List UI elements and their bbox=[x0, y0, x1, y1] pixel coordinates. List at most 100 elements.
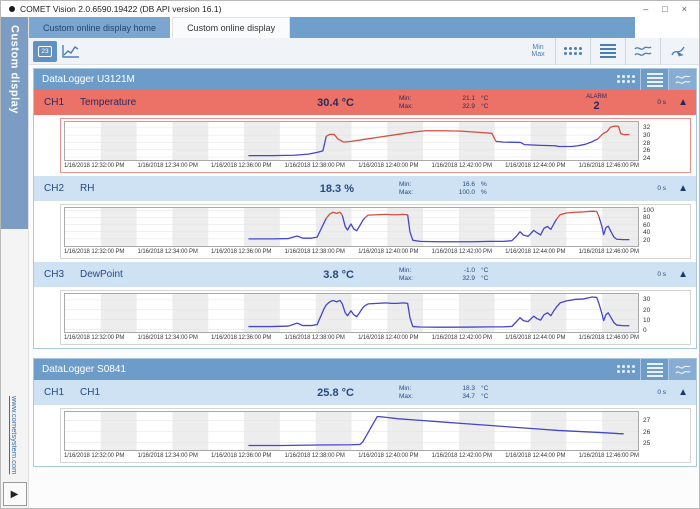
x-tick-label: 1/16/2018 12:34:00 PM bbox=[137, 249, 198, 255]
min-max-values: Min: 21.1 °C Max: 32.9 °C bbox=[399, 94, 489, 110]
y-tick-label: 100 bbox=[643, 206, 654, 214]
temperature-chart[interactable] bbox=[64, 121, 639, 161]
logger-charts-view-button[interactable] bbox=[669, 359, 696, 380]
x-tick-label: 1/16/2018 12:44:00 PM bbox=[505, 453, 566, 459]
numeric-display-icon: 23 bbox=[38, 45, 52, 57]
dewpoint-chart[interactable] bbox=[64, 293, 639, 333]
y-axis-labels: 20 40 60 80 100 bbox=[639, 207, 687, 247]
list-view-icon bbox=[600, 42, 616, 60]
charts-view-button[interactable] bbox=[626, 38, 660, 65]
sample-age: 0 s bbox=[657, 99, 666, 106]
close-button[interactable]: × bbox=[681, 4, 687, 14]
x-tick-label: 1/16/2018 12:44:00 PM bbox=[505, 249, 566, 255]
x-tick-label: 1/16/2018 12:38:00 PM bbox=[284, 249, 345, 255]
y-tick-label: 10 bbox=[643, 317, 651, 324]
x-tick-label: 1/16/2018 12:32:00 PM bbox=[64, 453, 125, 459]
x-tick-label: 1/16/2018 12:40:00 PM bbox=[358, 453, 419, 459]
logger-list-view-button[interactable] bbox=[641, 359, 668, 380]
tab-custom-online-display[interactable]: Custom online display bbox=[172, 17, 291, 38]
waves-icon bbox=[674, 365, 691, 374]
min-max-values: Min: 18.3 °C Max: 34.7 °C bbox=[399, 384, 489, 400]
title-bar: COMET Vision 2.0.6590.19422 (DB API vers… bbox=[1, 1, 699, 17]
logger-tile-view-button[interactable] bbox=[613, 69, 640, 90]
y-axis-labels: 25 26 27 bbox=[639, 411, 687, 451]
y-axis-labels: 24 26 28 30 32 bbox=[639, 121, 687, 162]
x-tick-label: 1/16/2018 12:38:00 PM bbox=[284, 163, 345, 169]
collapse-chart-arrow[interactable]: ▲ bbox=[678, 97, 688, 108]
y-tick-label: 30 bbox=[643, 296, 651, 304]
x-tick-label: 1/16/2018 12:38:00 PM bbox=[284, 335, 345, 341]
window-title: COMET Vision 2.0.6590.19422 (DB API vers… bbox=[20, 4, 222, 14]
y-tick-label: 60 bbox=[643, 221, 651, 229]
collapse-chart-arrow[interactable]: ▲ bbox=[678, 387, 688, 398]
min-max-values: Min: -1.0 °C Max: 32.9 °C bbox=[399, 266, 489, 282]
y-tick-label: 80 bbox=[643, 214, 651, 222]
graph-cursor-button[interactable] bbox=[661, 38, 695, 65]
maximize-button[interactable]: □ bbox=[662, 4, 668, 14]
datalogger-header: DataLogger S0841 bbox=[34, 359, 696, 380]
logger-list-view-button[interactable] bbox=[641, 69, 668, 90]
collapse-chart-arrow[interactable]: ▲ bbox=[678, 183, 688, 194]
sample-age: 0 s bbox=[657, 185, 666, 192]
channel-row-s0841-ch1[interactable]: CH1 CH1 25.8 °C Min: 18.3 °C Max: 34.7 °C 0 … bbox=[34, 380, 696, 405]
toolbar: 23 Min Max bbox=[29, 37, 699, 65]
cometsystem-link[interactable]: www.cometsystem.com bbox=[10, 395, 19, 474]
list-view-icon bbox=[646, 71, 663, 89]
x-tick-label: 1/16/2018 12:46:00 PM bbox=[578, 249, 639, 255]
datalogger-panel-u3121m: DataLogger U3121M bbox=[33, 68, 697, 349]
x-tick-label: 1/16/2018 12:44:00 PM bbox=[505, 163, 566, 169]
y-axis-labels: 0 10 20 30 bbox=[639, 293, 687, 335]
y-tick-label: 32 bbox=[643, 124, 651, 132]
datalogger-title: DataLogger S0841 bbox=[42, 364, 126, 375]
x-tick-label: 1/16/2018 12:44:00 PM bbox=[505, 335, 566, 341]
channel-row-ch1-temperature[interactable]: CH1 Temperature 30.4 °C Min: 21.1 °C Max: 3… bbox=[34, 90, 696, 115]
x-tick-label: 1/16/2018 12:46:00 PM bbox=[578, 453, 639, 459]
alarm-indicator: ALARM 2 bbox=[586, 94, 607, 112]
numeric-view-button[interactable]: 23 bbox=[33, 40, 57, 62]
datalogger-title: DataLogger U3121M bbox=[42, 74, 135, 85]
waves-icon bbox=[634, 45, 652, 56]
channel-id: CH2 bbox=[44, 183, 65, 194]
channel-chart-s0841-ch1: 25 26 27 1/16/2018 12:32:00 PM 1/16/2018 12… bbox=[60, 408, 691, 463]
x-tick-label: 1/16/2018 12:46:00 PM bbox=[578, 335, 639, 341]
channel-value: 18.3 % bbox=[319, 182, 354, 195]
sidebar-section-custom-display[interactable]: Custom display bbox=[1, 17, 28, 229]
logger-charts-view-button[interactable] bbox=[669, 69, 696, 90]
tab-bar: Custom online display home Custom online… bbox=[29, 17, 699, 38]
datalogger-header: DataLogger U3121M bbox=[34, 69, 696, 90]
y-tick-label: 26 bbox=[643, 428, 651, 436]
x-tick-label: 1/16/2018 12:42:00 PM bbox=[431, 453, 492, 459]
channel-chart-ch1: 24 26 28 30 32 1/16/2018 12:32:00 PM 1/16/201… bbox=[60, 118, 691, 173]
x-axis-labels: 1/16/2018 12:32:00 PM 1/16/2018 12:34:00 … bbox=[64, 161, 639, 171]
s0841-ch1-chart[interactable] bbox=[64, 411, 639, 451]
graph-view-button[interactable] bbox=[57, 41, 85, 62]
tab-custom-online-display-home[interactable]: Custom online display home bbox=[29, 17, 171, 38]
channel-chart-ch3: 0 10 20 30 1/16/2018 12:32:00 PM 1/16/2018 1… bbox=[60, 290, 691, 345]
list-view-button[interactable] bbox=[591, 38, 625, 65]
channel-name: Temperature bbox=[80, 97, 137, 108]
channel-row-ch3-dewpoint[interactable]: CH3 DewPoint 3.8 °C Min: -1.0 °C Max: 32.9 °… bbox=[34, 262, 696, 287]
x-tick-label: 1/16/2018 12:36:00 PM bbox=[211, 163, 272, 169]
min-max-button[interactable]: Min Max bbox=[531, 44, 545, 58]
x-tick-label: 1/16/2018 12:36:00 PM bbox=[211, 335, 272, 341]
min-max-values: Min: 16.6% Max: 100.0% bbox=[399, 180, 487, 196]
channel-row-ch2-rh[interactable]: CH2 RH 18.3 % Min: 16.6% Max: 100.0% 0 s ▲ bbox=[34, 176, 696, 201]
graph-cursor-icon bbox=[671, 46, 685, 56]
minimize-button[interactable]: – bbox=[643, 4, 649, 14]
y-tick-label: 0 bbox=[643, 327, 647, 335]
collapse-chart-arrow[interactable]: ▲ bbox=[678, 269, 688, 280]
x-tick-label: 1/16/2018 12:36:00 PM bbox=[211, 249, 272, 255]
left-sidebar: Custom display www.cometsystem.com ▶ bbox=[1, 17, 29, 508]
x-tick-label: 1/16/2018 12:46:00 PM bbox=[578, 163, 639, 169]
x-tick-label: 1/16/2018 12:32:00 PM bbox=[64, 163, 125, 169]
rh-chart[interactable] bbox=[64, 207, 639, 247]
channel-chart-ch2: 20 40 60 80 100 1/16/2018 12:32:00 PM 1/16/20… bbox=[60, 204, 691, 259]
tab-bar-gap bbox=[635, 17, 699, 38]
logger-tile-view-button[interactable] bbox=[613, 359, 640, 380]
waves-icon bbox=[674, 75, 691, 84]
tile-view-button[interactable] bbox=[556, 38, 590, 65]
sidebar-expand-button[interactable]: ▶ bbox=[2, 482, 27, 506]
channel-name: DewPoint bbox=[80, 269, 123, 280]
app-icon bbox=[9, 6, 15, 12]
